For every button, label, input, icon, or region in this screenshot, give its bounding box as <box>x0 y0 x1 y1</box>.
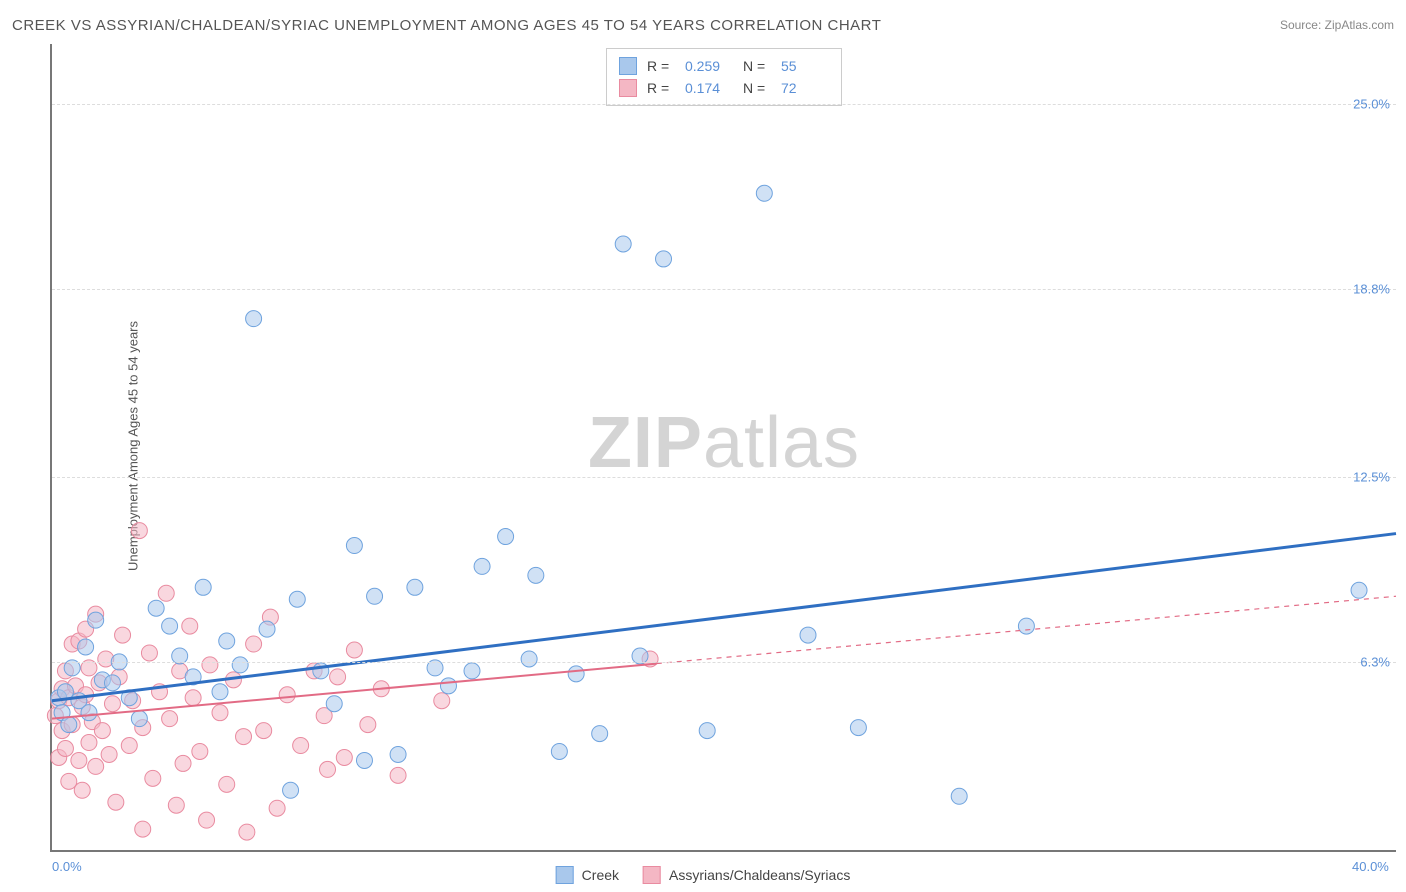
plot-svg <box>52 44 1396 850</box>
legend-item-acs: Assyrians/Chaldeans/Syriacs <box>643 866 850 884</box>
chart-area: ZIPatlas R = 0.259 N = 55 R = 0.174 N = … <box>50 44 1396 852</box>
header: CREEK VS ASSYRIAN/CHALDEAN/SYRIAC UNEMPL… <box>0 0 1406 40</box>
chart-title: CREEK VS ASSYRIAN/CHALDEAN/SYRIAC UNEMPL… <box>12 17 881 34</box>
legend-label-creek: Creek <box>582 867 619 883</box>
legend-label-acs: Assyrians/Chaldeans/Syriacs <box>669 867 850 883</box>
legend-swatch-acs-icon <box>643 866 661 884</box>
legend-item-creek: Creek <box>556 866 619 884</box>
plot-region: ZIPatlas R = 0.259 N = 55 R = 0.174 N = … <box>50 44 1396 852</box>
legend-bottom: Creek Assyrians/Chaldeans/Syriacs <box>556 866 851 884</box>
legend-swatch-creek-icon <box>556 866 574 884</box>
source-label: Source: ZipAtlas.com <box>1280 18 1394 32</box>
